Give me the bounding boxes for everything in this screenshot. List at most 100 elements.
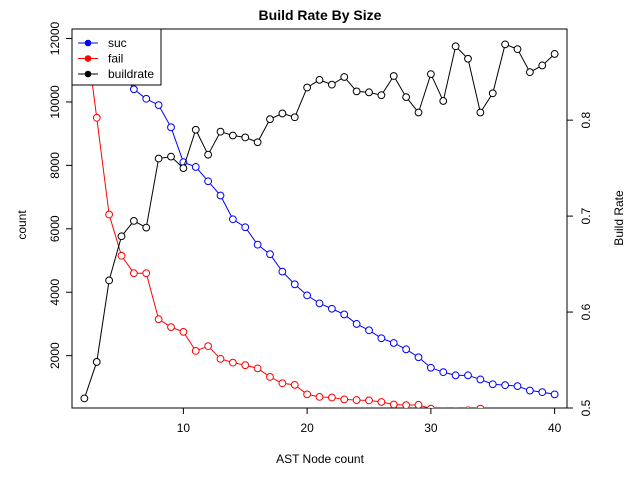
point-suc: [426, 363, 435, 372]
point-fail: [327, 393, 336, 402]
point-fail: [352, 396, 361, 404]
y-tick-label: 12000: [48, 22, 62, 56]
point-buildrate: [327, 80, 336, 89]
point-suc: [464, 371, 472, 380]
point-fail: [514, 409, 521, 416]
point-buildrate: [439, 97, 448, 105]
point-fail: [241, 361, 250, 370]
x-tick-label: 40: [548, 421, 562, 435]
point-suc: [241, 223, 250, 232]
point-buildrate: [365, 88, 373, 97]
y2-tick-label: 0.7: [579, 207, 593, 224]
plot-frame: [71, 28, 568, 409]
legend-label-buildrate: buildrate: [108, 67, 154, 81]
point-suc: [365, 326, 373, 335]
point-buildrate: [377, 91, 386, 100]
point-fail: [402, 401, 411, 408]
point-suc: [451, 371, 460, 380]
y2-axis-label: Build Rate: [612, 190, 626, 246]
point-suc: [154, 101, 163, 110]
y2-tick-label: 0.8: [579, 111, 593, 128]
point-buildrate: [538, 61, 547, 70]
point-suc: [253, 240, 262, 249]
point-suc: [402, 345, 411, 354]
point-fail: [491, 407, 494, 408]
point-suc: [389, 339, 398, 347]
point-fail: [464, 406, 472, 408]
point-fail: [377, 398, 386, 406]
point-buildrate: [253, 138, 262, 147]
point-suc: [488, 380, 497, 389]
point-suc: [327, 304, 336, 313]
point-fail: [365, 396, 373, 405]
x-tick-label: 20: [300, 421, 314, 435]
y-tick-label: 2000: [48, 342, 62, 369]
legend-marker-fail: [84, 55, 92, 62]
point-buildrate: [525, 68, 534, 77]
point-buildrate: [278, 109, 287, 118]
point-fail: [179, 327, 188, 336]
point-suc: [228, 215, 237, 224]
point-buildrate: [216, 127, 225, 136]
point-buildrate: [129, 216, 138, 225]
point-fail: [414, 400, 423, 408]
y-tick-label: 6000: [48, 215, 62, 242]
point-suc: [501, 381, 510, 390]
point-fail: [204, 342, 213, 351]
point-fail: [502, 409, 509, 416]
point-suc: [191, 163, 200, 171]
point-suc: [538, 388, 547, 397]
point-buildrate: [501, 40, 510, 49]
point-fail: [526, 409, 533, 416]
point-suc: [414, 353, 423, 362]
series-buildrate: [80, 40, 559, 403]
point-fail: [476, 404, 485, 408]
point-suc: [303, 291, 312, 300]
point-buildrate: [414, 108, 423, 117]
point-fail: [253, 364, 262, 373]
point-buildrate: [315, 75, 324, 84]
point-suc: [476, 375, 485, 384]
point-buildrate: [105, 276, 114, 285]
point-fail: [117, 251, 126, 260]
point-buildrate: [340, 73, 349, 81]
point-suc: [290, 280, 299, 289]
point-suc: [266, 250, 274, 259]
point-fail: [427, 404, 435, 408]
point-buildrate: [142, 223, 151, 232]
point-suc: [439, 368, 448, 377]
point-buildrate: [92, 358, 101, 366]
point-fail: [167, 323, 175, 332]
point-suc: [129, 85, 138, 94]
point-buildrate: [550, 50, 559, 58]
y2-tick-label: 0.5: [579, 399, 593, 416]
point-buildrate: [426, 70, 435, 78]
legend-marker-buildrate: [84, 70, 92, 78]
x-tick-label: 30: [424, 421, 438, 435]
point-fail: [216, 354, 225, 363]
point-buildrate: [513, 45, 522, 54]
point-buildrate: [389, 72, 398, 80]
point-suc: [550, 390, 559, 399]
point-fail: [81, 19, 88, 26]
point-buildrate: [451, 42, 460, 51]
point-buildrate: [266, 115, 274, 124]
legend-label-fail: fail: [108, 52, 123, 66]
point-fail: [303, 390, 312, 399]
x-tick-label: 10: [177, 421, 191, 435]
point-suc: [216, 191, 225, 200]
point-fail: [278, 379, 287, 388]
point-buildrate: [117, 232, 126, 241]
x-axis-label: AST Node count: [276, 452, 364, 466]
point-buildrate: [352, 87, 361, 96]
point-buildrate: [167, 152, 175, 161]
point-buildrate: [290, 113, 299, 122]
point-suc: [340, 310, 349, 319]
point-buildrate: [464, 54, 472, 63]
y-tick-label: 10000: [48, 85, 62, 119]
point-suc: [278, 267, 287, 276]
point-buildrate: [154, 154, 163, 163]
point-suc: [315, 299, 324, 308]
